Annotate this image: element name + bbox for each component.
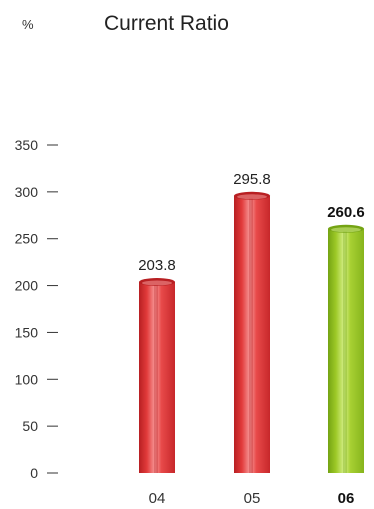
y-tick-label: 300 bbox=[15, 184, 39, 200]
bar-06 bbox=[328, 224, 364, 473]
y-tick-label: 50 bbox=[22, 418, 38, 434]
bar-top-highlight bbox=[142, 280, 172, 286]
bar-04 bbox=[139, 278, 175, 473]
x-axis: 04 05 06 bbox=[149, 490, 355, 507]
bar-groove bbox=[249, 198, 253, 473]
bars bbox=[139, 191, 364, 473]
y-tick-label: 200 bbox=[15, 278, 39, 294]
value-label-04: 203.8 bbox=[138, 257, 176, 274]
bar-body bbox=[328, 228, 364, 473]
y-tick-label: 0 bbox=[30, 465, 38, 481]
y-tick-label: 150 bbox=[15, 324, 39, 340]
y-tick-label: 100 bbox=[15, 371, 39, 387]
bar-05 bbox=[234, 191, 270, 473]
value-label-05: 295.8 bbox=[233, 171, 271, 188]
chart-title: Current Ratio bbox=[104, 12, 229, 35]
x-tick-label-06: 06 bbox=[338, 490, 355, 507]
value-label-06: 260.6 bbox=[327, 204, 365, 221]
x-tick-label-04: 04 bbox=[149, 490, 166, 507]
bar-groove bbox=[343, 231, 347, 473]
value-labels: 203.8 295.8 260.6 bbox=[138, 171, 365, 274]
y-axis: 0 50 100 150 200 250 300 350 bbox=[15, 137, 58, 481]
bar-groove bbox=[154, 285, 158, 473]
y-tick-label: 250 bbox=[15, 231, 39, 247]
bar-body bbox=[234, 195, 270, 473]
bar-top-highlight bbox=[237, 194, 267, 200]
bar-top-highlight bbox=[331, 227, 361, 233]
bar-body bbox=[139, 282, 175, 473]
y-axis-unit-label: % bbox=[22, 17, 34, 32]
y-tick-label: 350 bbox=[15, 137, 39, 153]
x-tick-label-05: 05 bbox=[244, 490, 261, 507]
